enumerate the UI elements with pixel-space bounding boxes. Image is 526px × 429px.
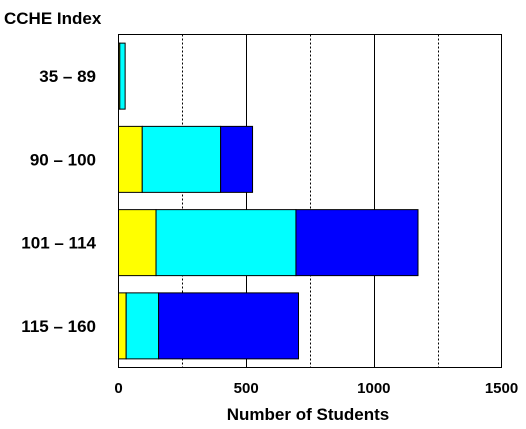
bar-segment [220, 125, 254, 193]
bar-segment [295, 209, 419, 277]
bar-segment [118, 125, 143, 193]
x-axis-label: Number of Students [227, 405, 389, 424]
x-tick-labels: 0 500 1000 1500 [114, 380, 518, 397]
category-label: 115 – 160 [21, 317, 96, 336]
plot-frame [118, 34, 502, 368]
bar-segment [125, 292, 160, 360]
category-label: 90 – 100 [30, 150, 96, 169]
category-labels: 35 – 89 90 – 100 101 – 114 115 – 160 [21, 67, 96, 336]
x-tick-label: 1000 [357, 380, 390, 397]
chart-title: CCHE Index [4, 9, 102, 28]
x-tick-label: 1500 [485, 380, 518, 397]
x-tick-label: 0 [114, 380, 122, 397]
bar-segment [155, 209, 297, 277]
bar-segment [118, 209, 157, 277]
bar-segment [141, 125, 222, 193]
bar-segment [118, 292, 127, 360]
category-label: 35 – 89 [39, 67, 96, 86]
category-label: 101 – 114 [21, 234, 96, 253]
bar-segment [158, 292, 300, 360]
bar-area [118, 42, 419, 360]
bar-segment [119, 42, 126, 110]
x-tick-label: 500 [234, 380, 259, 397]
